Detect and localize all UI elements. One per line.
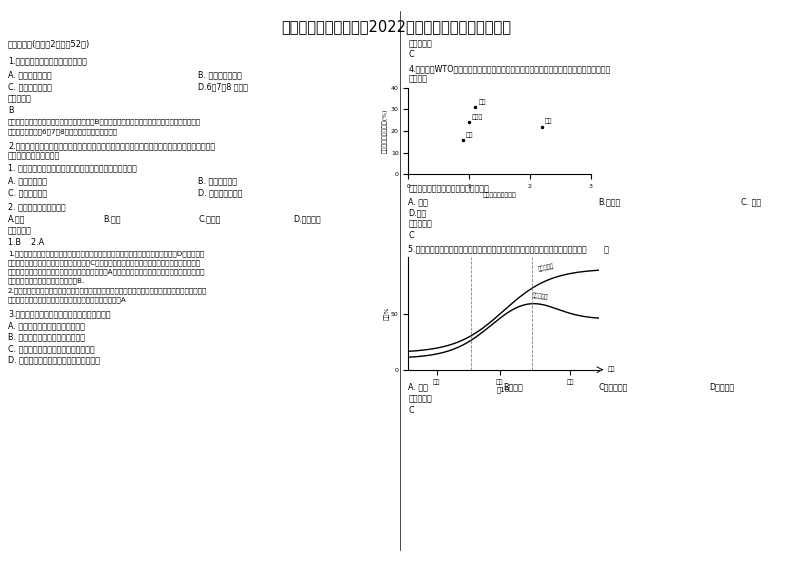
- Text: A. 油料: A. 油料: [408, 197, 428, 206]
- Text: D.贸易中心: D.贸易中心: [293, 214, 321, 223]
- Text: 咖啡: 咖啡: [546, 119, 553, 125]
- Text: B．工业: B．工业: [504, 382, 523, 391]
- Text: 时间: 时间: [608, 367, 615, 373]
- Text: 1.结合我国国情，我国的人口数量庞大，使自动化食用油生产厂对劳动力需求量不大，D不能选；又: 1.结合我国国情，我国的人口数量庞大，使自动化食用油生产厂对劳动力需求量不大，D…: [8, 250, 204, 257]
- Text: 油料: 油料: [478, 99, 486, 105]
- Text: A. 农业: A. 农业: [408, 382, 428, 391]
- Text: 料，所雇工人少，生产成本不是它选址的主要因素，A不能选；因此该跨国公司在中国投资建厂主要是: 料，所雇工人少，生产成本不是它选址的主要因素，A不能选；因此该跨国公司在中国投资…: [8, 268, 205, 275]
- Text: C. 降水最多的季节: C. 降水最多的季节: [8, 82, 52, 91]
- Y-axis label: 产品占世界的百分比(%): 产品占世界的百分比(%): [382, 109, 388, 153]
- Text: D. 森林根系很深，提供土壤表层有机质多: D. 森林根系很深，提供土壤表层有机质多: [8, 355, 100, 364]
- Text: B. 消费市场广阔: B. 消费市场广阔: [198, 176, 237, 185]
- Text: 天文四季中，夏季是一年中白昼最长的季节。B正确；北极圈以北地区没有太阳直射；地中海气候降: 天文四季中，夏季是一年中白昼最长的季节。B正确；北极圈以北地区没有太阳直射；地中…: [8, 118, 201, 125]
- Text: 合通过海运运至我国。故该食用油生产厂应靠近港口。故选A: 合通过海运运至我国。故该食用油生产厂应靠近港口。故选A: [8, 297, 127, 304]
- Text: 4.我国加入WTO后，农业面临挑战。根据目前我国主要农产品产量和价格占世界相应指标关: 4.我国加入WTO后，农业面临挑战。根据目前我国主要农产品产量和价格占世界相应指…: [408, 65, 611, 73]
- Text: C．第三产业: C．第三产业: [599, 382, 628, 391]
- Text: 2.由于该食用油生产厂是以国际市场用上的大豆为原料的，所大豆的重量较大、价值并不大高，因此是: 2.由于该食用油生产厂是以国际市场用上的大豆为原料的，所大豆的重量较大、价值并不…: [8, 288, 207, 295]
- Text: C: C: [408, 50, 414, 59]
- Text: B.水产品: B.水产品: [599, 197, 621, 206]
- Text: 工业化曲线: 工业化曲线: [532, 292, 549, 300]
- Text: 水产品: 水产品: [473, 114, 484, 120]
- Text: 1. 跨国公司在中国投资建设食用油生产厂，主要是因为中国: 1. 跨国公司在中国投资建设食用油生产厂，主要是因为中国: [8, 164, 136, 173]
- Text: D.水果: D.水果: [408, 208, 427, 217]
- Text: 系图回答: 系图回答: [408, 75, 427, 84]
- Text: A. 生产成本低廉: A. 生产成本低廉: [8, 176, 47, 185]
- Text: 中国科技力量有限，不能说技术力量雄厚，C不能选；该自动化的食用油厂用国际市场上的大豆为原: 中国科技力量有限，不能说技术力量雄厚，C不能选；该自动化的食用油厂用国际市场上的…: [8, 259, 201, 266]
- Text: B. 绿色植物促进了岩石土壤的形成: B. 绿色植物促进了岩石土壤的形成: [8, 333, 85, 342]
- Text: C. 咖啡: C. 咖啡: [741, 197, 761, 206]
- Text: C. 生物作用与土壤肥力的产生关联密切: C. 生物作用与土壤肥力的产生关联密切: [8, 344, 94, 353]
- Text: A. 生物是土壤矿物养分的最初来源: A. 生物是土壤矿物养分的最初来源: [8, 321, 85, 330]
- Text: D.6、7、8 三个月: D.6、7、8 三个月: [198, 82, 248, 91]
- Y-axis label: 比重%: 比重%: [384, 307, 389, 320]
- Text: B. 白昼最长的季节: B. 白昼最长的季节: [198, 70, 242, 79]
- Text: 水最多的是冬季；6、7、8三个月是气候学上的夏季。: 水最多的是冬季；6、7、8三个月是气候学上的夏季。: [8, 128, 118, 135]
- Text: D．采矿业: D．采矿业: [710, 382, 735, 391]
- Text: 1.从天文含义看四季，夏季是一年中: 1.从天文含义看四季，夏季是一年中: [8, 56, 86, 65]
- Text: 水果: 水果: [466, 132, 473, 137]
- Text: 参考答案：: 参考答案：: [8, 95, 32, 104]
- Text: A.港口: A.港口: [8, 214, 25, 223]
- Text: A. 太阳直射的季节: A. 太阳直射的季节: [8, 70, 52, 79]
- Text: 图10: 图10: [497, 387, 510, 393]
- Text: 油。据此完成下面小问。: 油。据此完成下面小问。: [8, 151, 60, 160]
- Text: C: C: [408, 231, 414, 240]
- Text: C: C: [408, 406, 414, 415]
- Text: 参考答案：: 参考答案：: [408, 219, 432, 228]
- Text: C.火车站: C.火车站: [198, 214, 220, 223]
- Text: 江西省吉安市高陂中学2022年高一地理期末试题含解析: 江西省吉安市高陂中学2022年高一地理期末试题含解析: [282, 20, 511, 35]
- Text: B.机场: B.机场: [103, 214, 121, 223]
- Text: 一、选择题(每小题2分，共52分): 一、选择题(每小题2分，共52分): [8, 39, 90, 48]
- Text: 2.某跨国公司在中国某市投资建设自动化的食用油生产厂，用国际市场上的大豆为原料，生产食用: 2.某跨国公司在中国某市投资建设自动化的食用油生产厂，用国际市场上的大豆为原料，…: [8, 141, 215, 150]
- Text: D. 劳动力资源丰富: D. 劳动力资源丰富: [198, 188, 243, 197]
- Text: 5.读工业化与城市化关系曲线图，图示时间段后期，推动城市化的直接动力主要是（       ）: 5.读工业化与城市化关系曲线图，图示时间段后期，推动城市化的直接动力主要是（ ）: [408, 245, 609, 254]
- Text: 为了接近中国区大的消费市场。故选B.: 为了接近中国区大的消费市场。故选B.: [8, 277, 85, 284]
- Text: B: B: [8, 106, 13, 115]
- X-axis label: 以国际平均价格比值: 以国际平均价格比值: [483, 192, 516, 197]
- Text: C. 技术力量雄厚: C. 技术力量雄厚: [8, 188, 47, 197]
- Text: 1.B    2.A: 1.B 2.A: [8, 238, 44, 247]
- Text: 3.下列有关生物与土壤的关系的叙述，正确的是: 3.下列有关生物与土壤的关系的叙述，正确的是: [8, 309, 110, 318]
- Text: 2. 该食用油生产厂应靠近: 2. 该食用油生产厂应靠近: [8, 202, 66, 211]
- Text: 我国受国际市场冲击最严重的农产品是: 我国受国际市场冲击最严重的农产品是: [408, 185, 489, 194]
- Text: 城市化曲线: 城市化曲线: [538, 263, 555, 272]
- Text: 参考答案：: 参考答案：: [408, 394, 432, 403]
- Text: 参考答案：: 参考答案：: [408, 39, 432, 48]
- Text: 参考答案：: 参考答案：: [8, 227, 32, 236]
